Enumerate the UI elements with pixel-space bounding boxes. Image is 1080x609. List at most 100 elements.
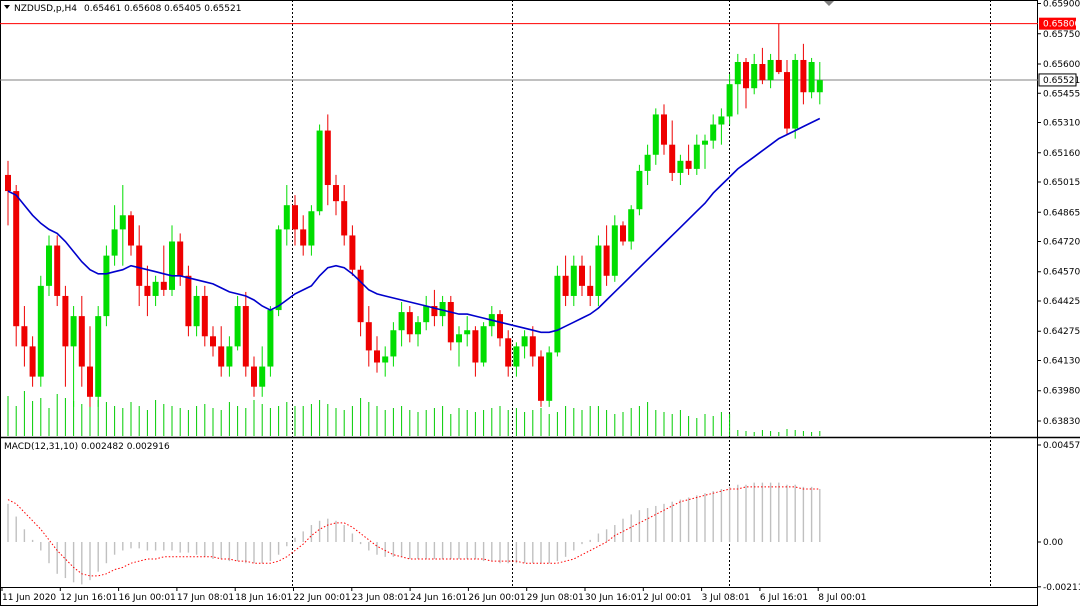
candle: [324, 114, 331, 206]
candle-body: [390, 330, 397, 357]
candle: [784, 59, 790, 135]
candle-body: [128, 215, 134, 246]
current-price-tag: 0.65521: [1038, 73, 1080, 87]
candle-body: [464, 330, 471, 335]
candle: [136, 225, 143, 307]
candle-body: [644, 154, 651, 171]
candle: [62, 285, 69, 387]
candle-body: [119, 215, 126, 230]
candle: [529, 326, 536, 367]
time-label: 18 Jun 16:01: [235, 593, 292, 603]
candle-body: [423, 306, 430, 323]
candle: [46, 235, 52, 296]
candle-body: [554, 275, 561, 353]
macd-signal-line: [7, 486, 820, 577]
candle: [169, 225, 175, 296]
chart-shift-marker-icon[interactable]: [824, 1, 834, 6]
candle: [382, 346, 389, 377]
candle: [726, 74, 733, 125]
price-label: 0.63830: [1043, 417, 1080, 427]
price-axis[interactable]: 0.65900 0.65750 0.65600 0.65455 0.65310 0.651…: [1038, 0, 1080, 427]
candle-body: [95, 316, 102, 397]
candle-body: [54, 245, 61, 296]
price-level-tag[interactable]: 0.65800: [1039, 17, 1080, 30]
candle: [587, 265, 594, 307]
candlesticks: [5, 23, 823, 407]
candle: [808, 57, 815, 99]
candle: [349, 225, 356, 276]
candle: [800, 43, 807, 105]
current-price-tag-label: 0.65521: [1043, 76, 1080, 86]
candle: [283, 185, 290, 246]
macd-axis[interactable]: 0.004574 0.00 -0.002113: [1038, 441, 1080, 593]
candle-body: [685, 160, 692, 169]
candle-body: [406, 312, 413, 335]
time-label: 23 Jun 08:01: [352, 593, 409, 603]
candle-body: [439, 302, 446, 317]
price-label: 0.65310: [1043, 118, 1080, 128]
candle-body: [751, 64, 758, 89]
candle: [292, 195, 298, 246]
price-label: 0.65900: [1043, 0, 1080, 10]
candle: [685, 144, 692, 175]
candle: [751, 53, 758, 95]
candle: [423, 295, 430, 331]
collapse-triangle-icon[interactable]: [4, 5, 10, 9]
time-axis[interactable]: 11 Jun 2020 12 Jun 16:01 16 Jun 00:01 17 Ju…: [1, 587, 866, 603]
candle: [160, 245, 167, 296]
candle-body: [267, 310, 274, 367]
candle-body: [234, 306, 241, 347]
candle: [669, 120, 676, 181]
candle-body: [374, 350, 380, 363]
time-label: 16 Jun 00:01: [119, 593, 176, 603]
candle: [595, 235, 602, 307]
candle: [661, 104, 667, 155]
candle: [792, 53, 799, 139]
candle-body: [308, 211, 315, 246]
candle-body: [324, 130, 331, 186]
time-label: 22 Jun 00:01: [294, 593, 351, 603]
candle-body: [800, 59, 807, 93]
period-separators: [292, 0, 991, 587]
time-label: 17 Jun 08:01: [177, 593, 234, 603]
candle: [636, 164, 643, 216]
candle: [546, 346, 553, 407]
candle-body: [87, 366, 93, 397]
candle-body: [669, 144, 676, 173]
price-level-tag-bg: [1039, 17, 1076, 30]
candle-body: [21, 326, 28, 347]
price-label: 0.65455: [1043, 89, 1080, 99]
candle: [242, 291, 249, 377]
candle-body: [177, 241, 184, 276]
price-label: 0.64865: [1043, 208, 1080, 218]
candle-body: [365, 322, 372, 351]
candle-body: [103, 255, 110, 317]
candle-body: [70, 316, 77, 347]
candle: [13, 185, 20, 347]
candle-body: [275, 229, 282, 311]
candle: [677, 154, 684, 186]
candle-body: [636, 170, 643, 210]
candle: [201, 285, 208, 347]
candle: [87, 326, 93, 407]
candle: [78, 295, 85, 387]
candle-body: [136, 245, 143, 286]
time-label: 29 Jun 08:01: [527, 593, 584, 603]
candle: [259, 346, 266, 397]
candle: [234, 295, 241, 351]
candle: [464, 316, 471, 347]
price-label: 0.64425: [1043, 297, 1080, 307]
time-label: 26 Jun 00:01: [468, 593, 525, 603]
candle-body: [538, 356, 544, 401]
candle-body: [46, 245, 52, 286]
candle: [644, 144, 651, 186]
candle: [611, 215, 618, 282]
candle-body: [620, 225, 626, 242]
candle-body: [5, 174, 11, 192]
candle-body: [357, 269, 364, 323]
candle-body: [595, 245, 602, 296]
candle-body: [521, 336, 528, 347]
time-label: 6 Jul 16:01: [760, 593, 808, 603]
